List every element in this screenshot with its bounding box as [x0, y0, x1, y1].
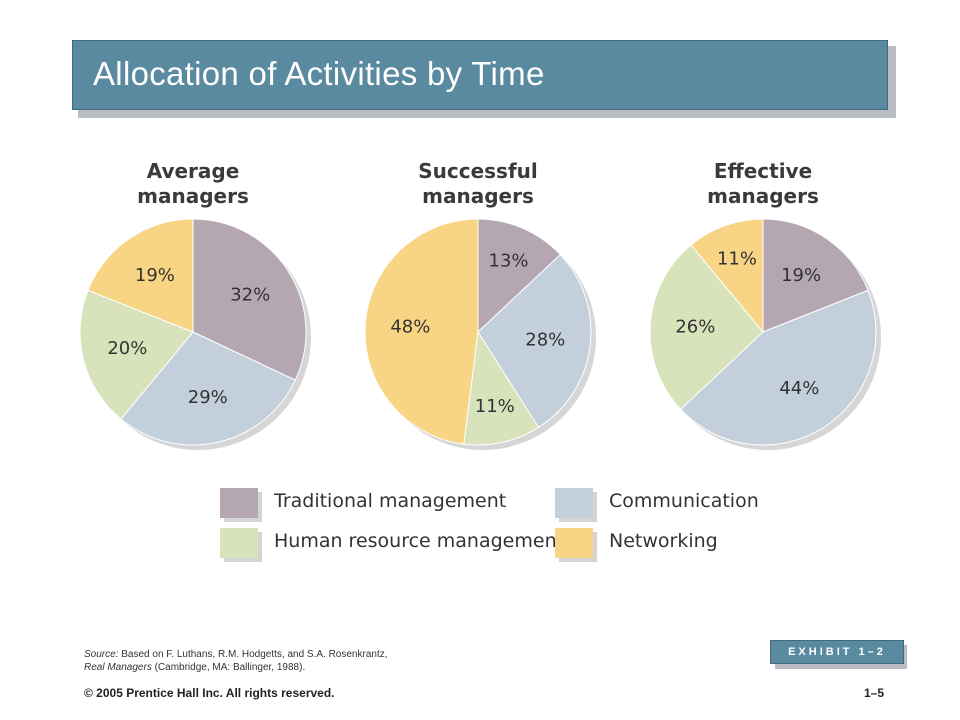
pie-slice [690, 218, 764, 334]
copyright-notice: © 2005 Prentice Hall Inc. All rights res… [84, 686, 335, 700]
title-banner: Allocation of Activities by Time [72, 40, 888, 110]
legend-label: Communication [609, 490, 759, 512]
pie-slice-label: 44% [779, 378, 819, 399]
pie-title: managers [422, 184, 534, 208]
source-book-title: Real Managers [84, 662, 152, 673]
slide-title: Allocation of Activities by Time [93, 55, 545, 92]
source-text: Based on F. Luthans, R.M. Hodgetts, and … [118, 649, 388, 660]
pie-slice [463, 330, 540, 446]
legend-label: Networking [609, 530, 718, 552]
pie-slice-label: 29% [188, 387, 228, 408]
pie-slice [364, 218, 479, 445]
pie-title: Successful [418, 159, 538, 183]
page-number: 1–5 [864, 686, 885, 700]
pie-title: Effective [714, 159, 812, 183]
pie-slice-label: 11% [475, 396, 515, 417]
pie-slice [477, 253, 592, 429]
legend-label: Traditional management [274, 490, 507, 512]
pie-title: managers [137, 184, 249, 208]
pie-title: Average [147, 159, 240, 183]
exhibit-badge: EXHIBIT 1–2 [770, 640, 904, 664]
source-publisher: (Cambridge, MA: Ballinger, 1988). [151, 662, 306, 673]
legend-swatch [220, 488, 258, 518]
legend-swatch [220, 528, 258, 558]
pie-slice [649, 244, 764, 411]
source-label: Source: [84, 649, 119, 660]
pie-slice [762, 218, 869, 333]
pie-title: managers [707, 184, 819, 208]
pie-slice [87, 218, 194, 333]
pie-slice-label: 11% [717, 249, 757, 270]
legend-swatch [555, 488, 593, 518]
pie-slice-label: 32% [230, 285, 270, 306]
pie-slice-label: 48% [390, 317, 430, 338]
pie-slice-label: 13% [489, 250, 529, 271]
pie-charts: Averagemanagers32%29%20%19%Successfulman… [79, 159, 881, 450]
legend-swatch [555, 528, 593, 558]
pie-slice-label: 19% [135, 265, 175, 286]
pie-slice [477, 218, 562, 334]
pie-slice [679, 289, 877, 446]
pie-slice [192, 218, 307, 381]
pie-slice [120, 331, 296, 446]
pie-slice [79, 289, 194, 420]
legend-label: Human resource management [274, 530, 565, 552]
pie-slice-label: 20% [107, 338, 147, 359]
pie-slice-label: 19% [781, 265, 821, 286]
source-citation: Source: Based on F. Luthans, R.M. Hodget… [84, 648, 388, 674]
pie-slice-label: 26% [675, 317, 715, 338]
pie-slice-label: 28% [525, 329, 565, 350]
